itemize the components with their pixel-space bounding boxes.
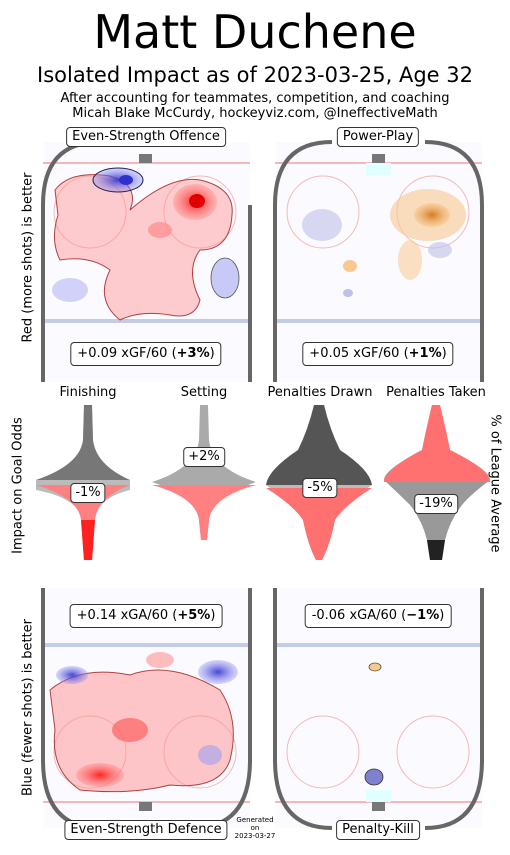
violin-finishing [36,405,130,560]
right-mid-axis-label: % of League Average [487,414,503,553]
powerplay-stat: +0.05 xGF/60 (+1%) [302,342,454,366]
method-note: After accounting for teammates, competit… [60,91,450,106]
generated-note: Generated on 2023-03-27 [234,816,276,840]
setting-value: +2% [183,447,225,467]
setting-label: Setting [180,385,228,400]
powerplay-label: Power-Play [336,127,420,147]
penaltykill-label: Penalty-Kill [336,820,420,840]
chart-subtitle: Isolated Impact as of 2023-03-25, Age 32 [37,63,473,87]
left-bottom-axis-label: Blue (fewer shots) is better [20,619,36,796]
es-offence-stat: +0.09 xGF/60 (+3%) [70,342,222,366]
finishing-label: Finishing [59,385,117,400]
goal-net [139,154,152,163]
penalties-taken-label: Penalties Taken [386,385,486,400]
violin-setting [152,405,256,540]
violin-taken [384,405,490,560]
left-mid-axis-label: Impact on Goal Odds [10,417,26,554]
es-offence-label: Even-Strength Offence [66,127,226,147]
author-credit: Micah Blake McCurdy, hockeyviz.com, @Ine… [72,106,438,121]
finishing-value: -1% [70,483,106,503]
penalties-drawn-value: -5% [302,478,338,498]
player-name: Matt Duchene [93,5,417,59]
penalties-drawn-label: Penalties Drawn [267,385,373,400]
es-defence-stat: +0.14 xGA/60 (+5%) [69,604,223,628]
es-defence-label: Even-Strength Defence [64,820,228,840]
penaltykill-stat: -0.06 xGA/60 (−1%) [304,604,452,628]
es-defence-rink [41,588,252,830]
penalties-taken-value: -19% [414,494,458,514]
left-top-axis-label: Red (more shots) is better [20,172,36,343]
penaltykill-rink [273,588,484,830]
